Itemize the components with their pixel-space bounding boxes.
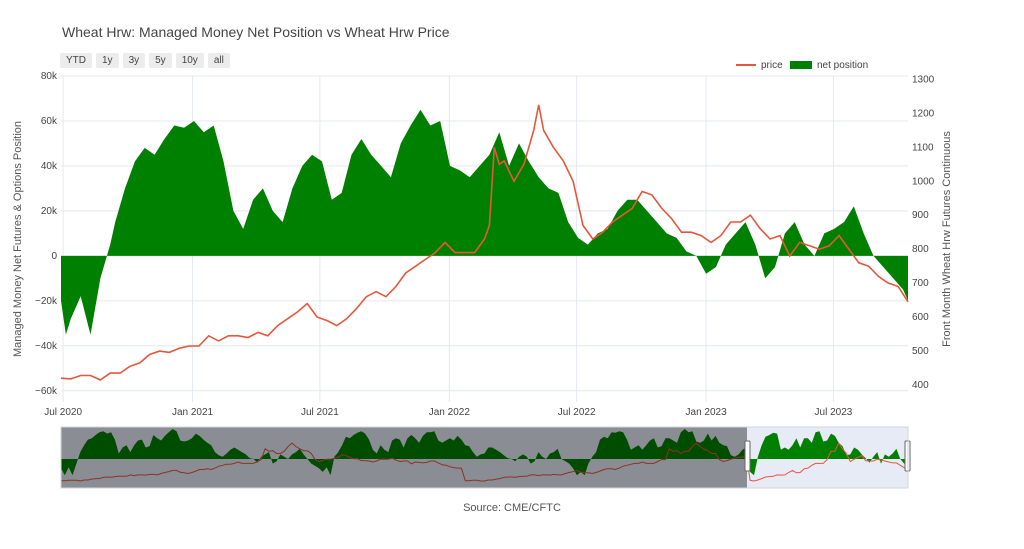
y-right-tick-label: 600 xyxy=(912,312,929,323)
x-tick-label: Jan 2022 xyxy=(429,407,471,418)
y-right-tick-label: 1000 xyxy=(912,176,935,187)
range-slider-border xyxy=(60,426,909,489)
range-slider-net-area xyxy=(61,429,908,476)
range-slider-left-handle[interactable] xyxy=(744,440,751,472)
x-tick-label: Jul 2022 xyxy=(558,407,596,418)
range-button-all[interactable]: all xyxy=(207,53,230,68)
y-axis-left-title: Managed Money Net Futures & Options Posi… xyxy=(12,121,24,357)
range-slider[interactable] xyxy=(60,426,911,489)
y-right-tick-label: 1300 xyxy=(912,74,935,85)
y-left-tick-label: 80k xyxy=(41,71,58,82)
price-line xyxy=(60,104,909,381)
range-selector-buttons: YTD 1y 3y 5y 10y all xyxy=(60,53,230,68)
x-tick-label: Jul 2021 xyxy=(301,407,339,418)
y-right-tick-label: 800 xyxy=(912,244,929,255)
x-tick-label: Jan 2023 xyxy=(686,407,728,418)
y-right-tick-label: 1200 xyxy=(912,108,935,119)
x-tick-label: Jan 2021 xyxy=(172,407,214,418)
x-tick-label: Jul 2023 xyxy=(815,407,853,418)
legend-price-label: price xyxy=(761,60,783,71)
range-button-10y[interactable]: 10y xyxy=(175,53,204,68)
y-right-tick-label: 900 xyxy=(912,210,929,221)
range-button-5y[interactable]: 5y xyxy=(149,53,172,68)
y-left-tick-label: −40k xyxy=(35,341,58,352)
y-left-tick-label: 40k xyxy=(41,161,58,172)
y-left-tick-label: 0 xyxy=(51,251,57,262)
range-button-3y[interactable]: 3y xyxy=(122,53,146,68)
y-right-tick-label: 1100 xyxy=(912,142,934,153)
y-axis-right-title: Front Month Wheat Hrw Futures Continuous xyxy=(941,131,953,347)
y-right-tick-label: 400 xyxy=(912,380,929,391)
chart-title: Wheat Hrw: Managed Money Net Position vs… xyxy=(62,24,450,40)
legend-net-position-label: net position xyxy=(817,60,868,71)
range-slider-mask xyxy=(61,427,747,488)
legend-net-position-swatch xyxy=(790,61,812,69)
main-plot-area[interactable] xyxy=(60,75,909,402)
legend[interactable]: price net position xyxy=(736,60,868,71)
y-right-tick-label: 500 xyxy=(912,346,929,357)
range-button-ytd[interactable]: YTD xyxy=(60,53,92,68)
range-button-1y[interactable]: 1y xyxy=(96,53,119,68)
y-right-tick-label: 700 xyxy=(912,278,929,289)
y-left-tick-label: −20k xyxy=(35,296,58,307)
y-left-tick-label: 60k xyxy=(41,116,58,127)
y-left-tick-label: 20k xyxy=(41,206,58,217)
range-slider-price-line xyxy=(60,441,909,482)
x-tick-label: Jul 2020 xyxy=(44,407,82,418)
source-note: Source: CME/CFTC xyxy=(463,502,561,514)
net-position-area xyxy=(61,109,908,335)
y-left-tick-label: −60k xyxy=(35,386,58,397)
